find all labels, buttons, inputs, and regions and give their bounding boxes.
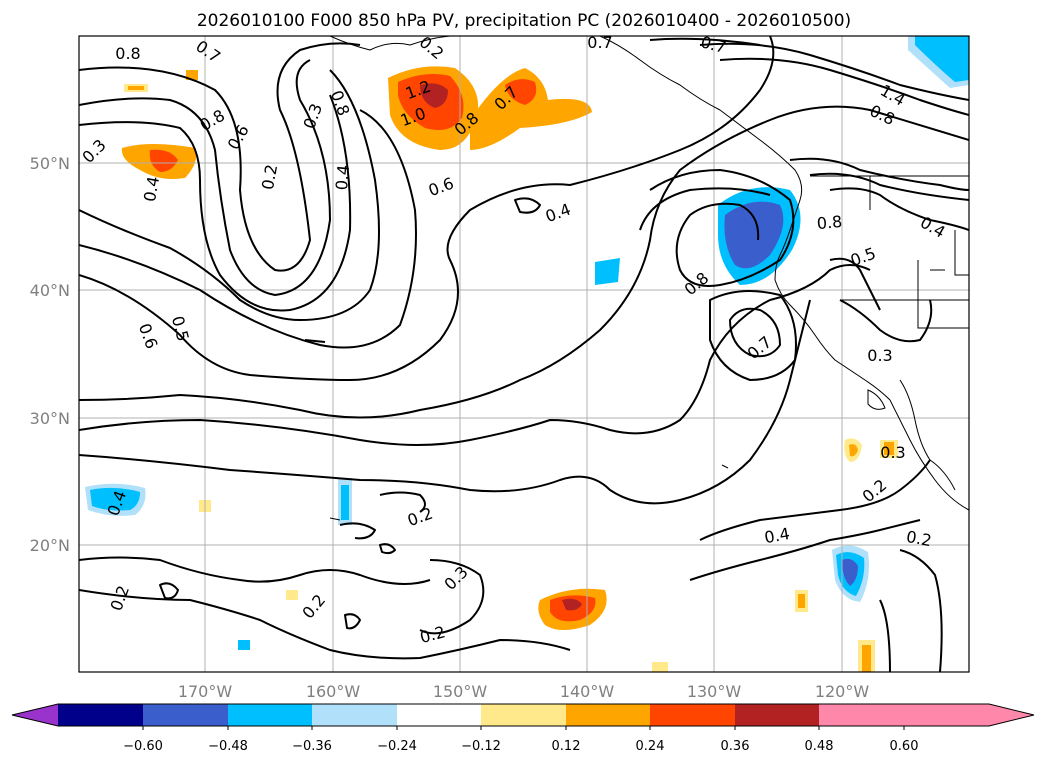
colorbar-swatch — [566, 704, 650, 726]
contour-label: 0.8 — [816, 212, 843, 233]
lat-label: 30°N — [30, 409, 70, 428]
colorbar-tick-label: −0.24 — [377, 739, 417, 754]
colorbar-swatch — [228, 704, 312, 726]
colorbar-swatch — [735, 704, 819, 726]
lon-label: 160°W — [306, 682, 361, 701]
contour-label: 0.4 — [332, 164, 353, 191]
colorbar-tick-label: 0.24 — [636, 739, 665, 754]
lon-label: 150°W — [433, 682, 488, 701]
latitude-labels: 50°N 40°N 30°N 20°N — [30, 154, 70, 555]
colorbar-tick-label: 0.12 — [552, 739, 581, 754]
precip-negative-shading — [85, 36, 969, 650]
colorbar-swatch — [650, 704, 735, 726]
colorbar-extend-high — [904, 704, 1034, 726]
colorbar-swatch — [481, 704, 566, 726]
graticule — [79, 36, 969, 672]
contour-label: 0.3 — [880, 443, 905, 462]
lon-label: 130°W — [687, 682, 742, 701]
contour-label: 0.3 — [867, 346, 892, 365]
colorbar-tick-label: −0.48 — [208, 739, 248, 754]
precip-positive-shading — [121, 66, 898, 672]
contour-label: 0.4 — [140, 175, 163, 203]
colorbar-tick-label: −0.36 — [292, 739, 332, 754]
lat-label: 50°N — [30, 154, 70, 173]
map-border — [78, 35, 970, 673]
contour-label: 0.7 — [699, 32, 729, 57]
pv-contours — [79, 36, 969, 672]
lon-label: 170°W — [178, 682, 233, 701]
colorbar-tick-label: 0.48 — [805, 739, 834, 754]
lon-label: 140°W — [560, 682, 615, 701]
lat-label: 20°N — [30, 536, 70, 555]
colorbar-tick-label: −0.60 — [123, 739, 163, 754]
contour-label: 0.8 — [115, 44, 140, 63]
lat-label: 40°N — [30, 281, 70, 300]
figure-title: 2026010100 F000 850 hPa PV, precipitatio… — [197, 11, 851, 31]
colorbar-swatch — [397, 704, 481, 726]
lon-label: 120°W — [815, 682, 870, 701]
longitude-labels: 170°W 160°W 150°W 140°W 130°W 120°W — [178, 682, 870, 701]
contour-label: 0.2 — [258, 163, 281, 191]
map-area — [79, 36, 969, 672]
colorbar: −0.60 −0.48 −0.36 −0.24 −0.12 0.12 0.24 … — [11, 703, 1035, 754]
colorbar-swatch — [312, 704, 397, 726]
colorbar-tick-label: 0.60 — [890, 739, 919, 754]
colorbar-tick-label: 0.36 — [721, 739, 750, 754]
contour-label: 0.7 — [587, 33, 612, 52]
colorbar-tick-label: −0.12 — [461, 739, 501, 754]
colorbar-extend-low — [12, 704, 58, 726]
contour-label: 0.2 — [905, 527, 933, 550]
coastlines — [329, 36, 969, 521]
colorbar-swatch — [819, 704, 904, 726]
colorbar-swatch — [58, 704, 143, 726]
contour-label: 0.4 — [763, 524, 791, 547]
colorbar-swatch — [143, 704, 228, 726]
colorbar-outline — [11, 703, 1035, 727]
